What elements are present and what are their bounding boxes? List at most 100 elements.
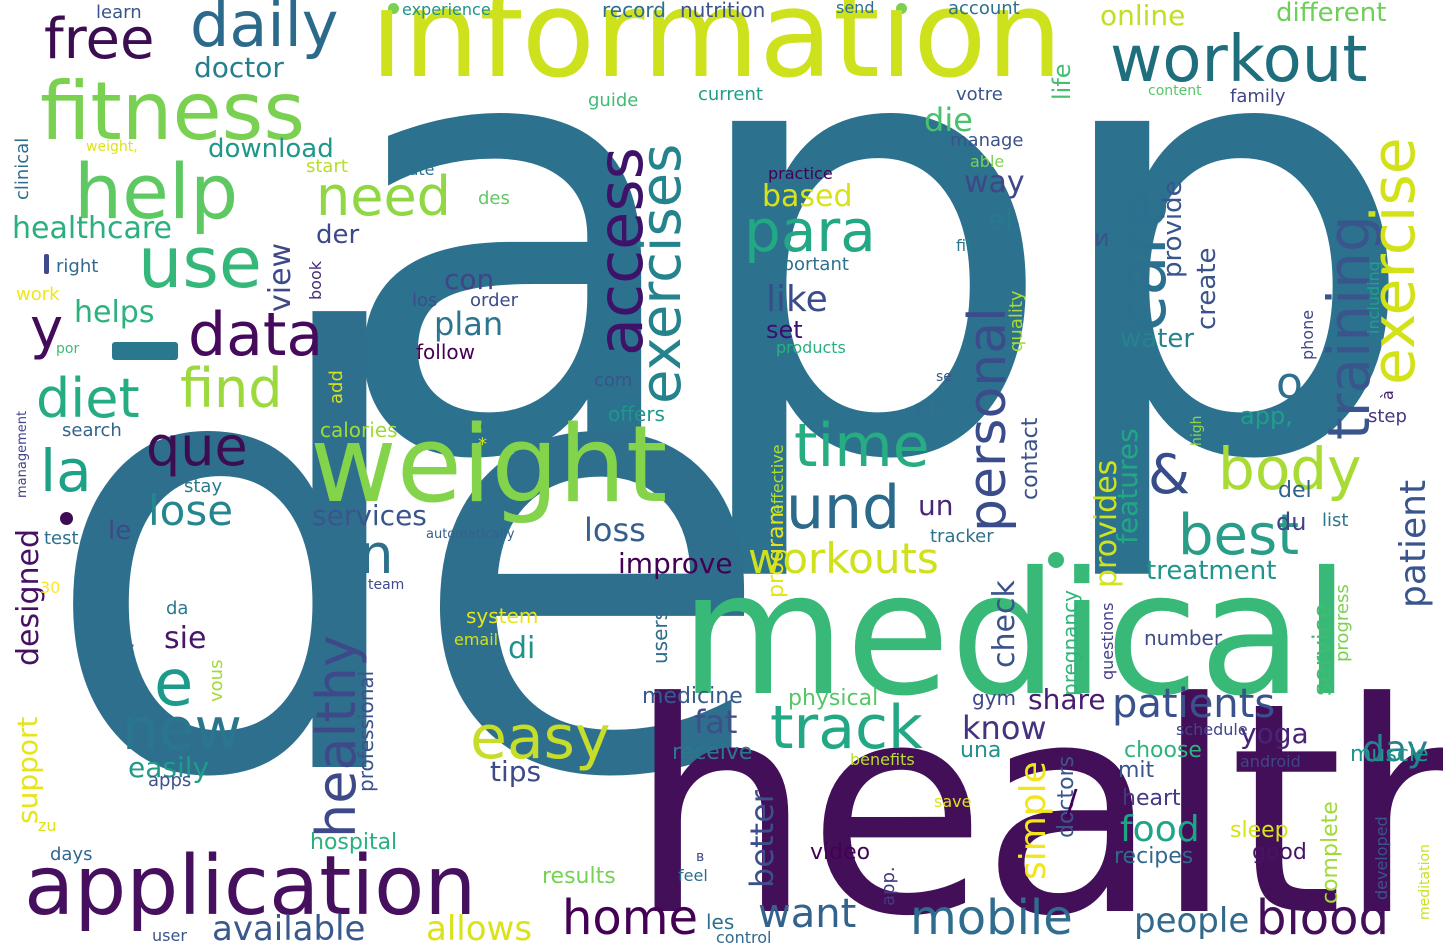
word: developed	[1372, 816, 1391, 900]
word: work	[16, 284, 60, 305]
word: &	[1148, 443, 1191, 506]
word: recipes	[1114, 844, 1194, 869]
word: high	[1189, 415, 1205, 446]
word: users	[648, 609, 672, 664]
word: days	[50, 844, 93, 865]
word: save	[934, 792, 972, 811]
word: com	[594, 370, 633, 391]
word: simple	[1013, 761, 1054, 880]
word: и	[1094, 224, 1110, 252]
word: features	[1111, 428, 1144, 544]
word: feel	[678, 866, 708, 885]
word: e	[154, 647, 194, 721]
word: information	[370, 0, 1063, 105]
word: rate	[402, 160, 435, 179]
word: nutrition	[680, 0, 766, 22]
word: management	[15, 410, 30, 498]
word: online	[1100, 0, 1186, 32]
word: free	[44, 7, 155, 72]
word: des	[478, 188, 510, 209]
word: automatically	[426, 527, 515, 542]
word: 30	[40, 578, 61, 597]
word: und	[786, 473, 901, 543]
word: meditation	[1417, 844, 1433, 920]
word: professional	[354, 670, 378, 792]
dot-mark	[60, 512, 73, 525]
word: les	[706, 910, 735, 934]
word: weight,	[86, 139, 138, 155]
word: tracker	[930, 526, 994, 547]
word: app,	[1240, 402, 1293, 430]
word: loss	[584, 511, 646, 549]
word: system	[466, 604, 539, 628]
word: find	[180, 357, 283, 420]
word: fitness	[40, 65, 306, 158]
word: progress	[1332, 584, 1353, 662]
word: water	[1120, 324, 1195, 354]
word: heart	[1122, 786, 1181, 811]
word: votre	[956, 84, 1003, 105]
word: share	[1028, 683, 1106, 716]
word: medicine	[642, 684, 743, 709]
word: way	[964, 165, 1025, 200]
word: program	[764, 504, 789, 598]
word: que	[146, 415, 248, 478]
word: like	[766, 279, 828, 320]
word: data	[188, 300, 324, 370]
word: learn	[96, 2, 142, 23]
word: healthcare	[12, 211, 172, 246]
word: clinical	[12, 137, 33, 200]
word: provide	[1158, 180, 1188, 278]
word: use	[138, 222, 262, 304]
word: questions	[1098, 602, 1117, 680]
word: important	[760, 254, 849, 275]
word: current	[698, 84, 763, 105]
word: der	[316, 220, 360, 250]
word: doctor	[194, 51, 284, 84]
word: treatment	[1146, 556, 1277, 586]
word: quality	[1006, 290, 1027, 352]
word: email	[454, 630, 499, 649]
word: set	[766, 316, 803, 344]
word: search	[62, 420, 122, 441]
word: para	[744, 197, 876, 265]
word: allows	[426, 909, 533, 949]
dot-mark	[1048, 552, 1064, 568]
word: /	[1066, 783, 1078, 823]
word: apps	[148, 770, 192, 791]
word: view	[263, 242, 298, 312]
word: se	[936, 369, 952, 385]
word: download	[208, 134, 334, 164]
word: la	[40, 437, 92, 505]
word: good	[1252, 840, 1307, 865]
word: improve	[618, 547, 733, 580]
word: en	[326, 523, 394, 586]
word: patients	[1112, 681, 1276, 727]
word: need	[316, 165, 451, 228]
dot-mark	[388, 3, 399, 14]
word: plan	[434, 305, 504, 343]
word: una	[960, 738, 1002, 763]
word: à	[1378, 390, 1397, 400]
word: right	[56, 256, 99, 277]
word: track	[770, 693, 923, 763]
word: products	[776, 338, 846, 357]
word: exercises	[629, 143, 694, 404]
word: support	[11, 716, 44, 824]
word: content	[1148, 83, 1202, 99]
dot-mark	[462, 424, 472, 434]
word: send	[836, 0, 875, 17]
word: step	[1368, 406, 1407, 427]
word: able	[970, 152, 1005, 171]
word: physical	[788, 686, 879, 711]
word: tips	[490, 755, 542, 788]
word: designed	[11, 528, 46, 666]
word: easily	[128, 751, 210, 784]
word: offers	[608, 402, 665, 426]
word: team	[368, 577, 405, 593]
word: android	[1240, 752, 1301, 771]
word: start	[306, 156, 348, 177]
word: record	[602, 0, 666, 22]
word: services	[312, 499, 427, 532]
word: weight	[310, 403, 668, 526]
